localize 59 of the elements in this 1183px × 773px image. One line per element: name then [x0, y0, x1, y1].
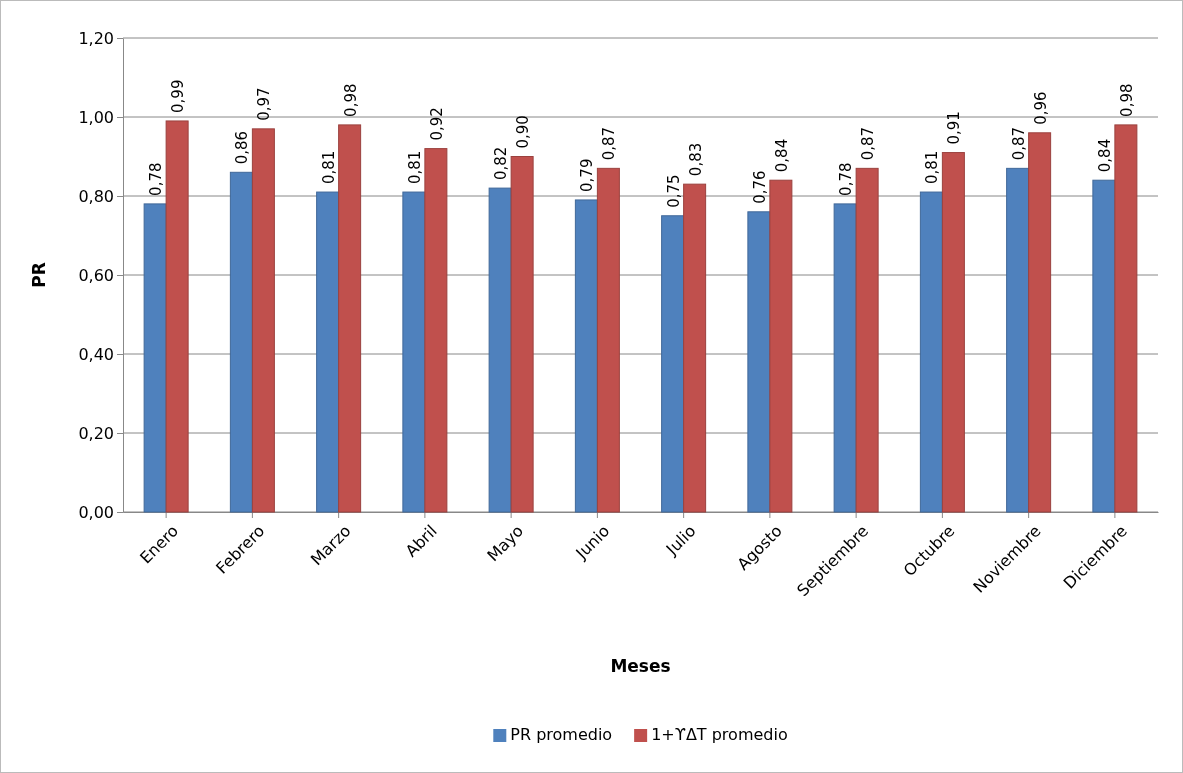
- bar: [338, 124, 362, 513]
- data-label: 0,78: [837, 162, 856, 196]
- data-label: 0,82: [492, 146, 511, 181]
- bar: [251, 128, 275, 513]
- data-label: 0,81: [405, 150, 424, 185]
- data-label: 0,78: [147, 162, 166, 196]
- data-label: 0,97: [255, 87, 274, 121]
- legend-label: 1+ϒΔT promedio: [651, 725, 788, 744]
- data-label: 0,75: [664, 174, 683, 208]
- data-label: 0,86: [233, 130, 252, 165]
- bar: [661, 215, 685, 513]
- data-label: 0,99: [169, 79, 188, 113]
- y-tick-label: 0,80: [78, 186, 114, 206]
- y-tick-label: 0,20: [78, 423, 114, 443]
- data-label: 0,81: [319, 150, 338, 185]
- x-axis-title: Meses: [610, 656, 671, 676]
- bar: [510, 156, 534, 513]
- data-label: 0,87: [859, 126, 878, 161]
- bar: [833, 203, 857, 513]
- bar: [1006, 167, 1030, 513]
- bar: [316, 191, 340, 513]
- bar: [488, 187, 512, 513]
- bar: [165, 120, 189, 513]
- data-label: 0,79: [578, 158, 597, 192]
- bar: [683, 183, 707, 513]
- data-label: 0,91: [945, 111, 964, 145]
- y-axis-title: PR: [29, 262, 49, 288]
- bar: [229, 171, 253, 513]
- y-tick-label: 0,40: [78, 344, 114, 364]
- bar: [1092, 179, 1116, 513]
- bar: [855, 167, 879, 513]
- data-label: 0,92: [427, 107, 446, 141]
- bar: [747, 211, 771, 513]
- data-label: 0,76: [750, 170, 769, 204]
- bar: [424, 148, 448, 513]
- bar: [402, 191, 426, 513]
- data-label: 0,84: [772, 138, 791, 173]
- data-label: 0,83: [686, 142, 705, 177]
- y-tick-label: 0,60: [78, 265, 114, 285]
- data-label: 0,81: [923, 150, 942, 185]
- data-label: 0,98: [1117, 83, 1136, 117]
- data-label: 0,98: [341, 83, 360, 117]
- bar: [1114, 124, 1138, 513]
- bar: [941, 152, 965, 513]
- legend-label: PR promedio: [510, 725, 613, 744]
- data-label: 0,87: [600, 126, 619, 161]
- data-label: 0,84: [1095, 138, 1114, 173]
- y-tick-label: 0,00: [78, 502, 114, 522]
- bar: [919, 191, 943, 513]
- bar: [769, 179, 793, 513]
- bar: [574, 199, 598, 513]
- data-label: 0,87: [1009, 126, 1028, 161]
- bar: [596, 167, 620, 513]
- y-tick-label: 1,20: [78, 28, 114, 48]
- data-label: 0,96: [1031, 91, 1050, 125]
- y-tick-label: 1,00: [78, 107, 114, 127]
- data-label: 0,90: [514, 115, 533, 149]
- bar: [143, 203, 167, 513]
- bar: [1028, 132, 1052, 513]
